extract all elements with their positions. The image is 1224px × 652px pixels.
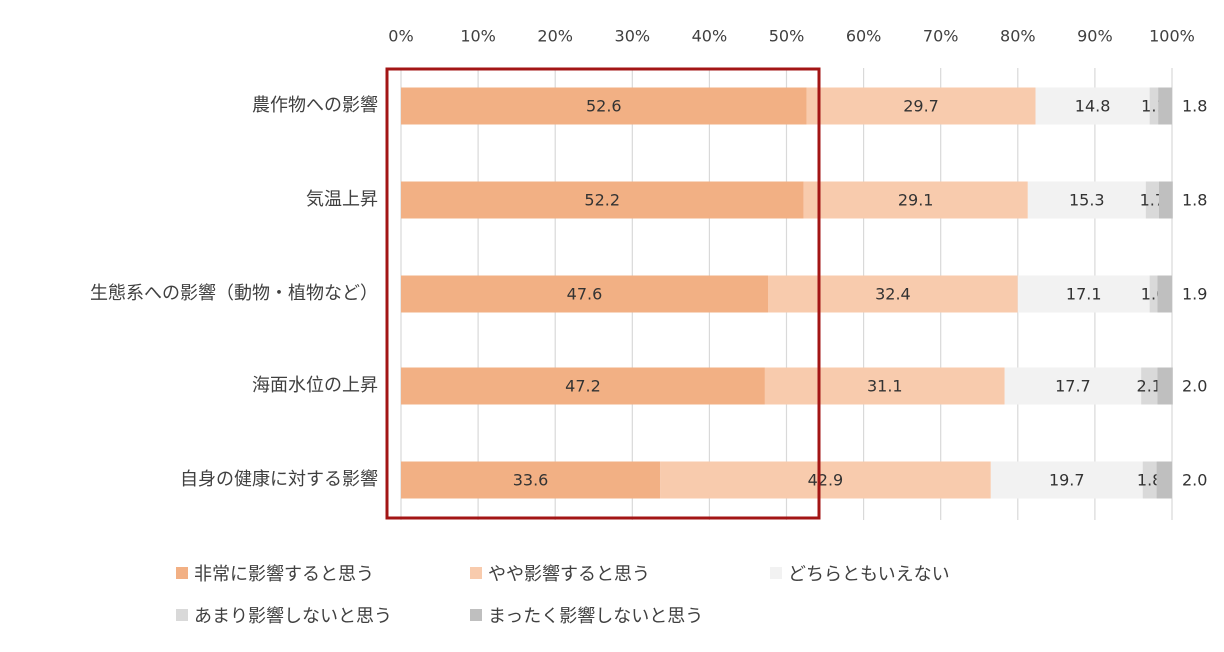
data-label: 1.8: [1137, 471, 1162, 490]
data-label: 1.8: [1182, 97, 1207, 116]
category-label: 自身の健康に対する影響: [180, 469, 378, 490]
data-label: 15.3: [1069, 191, 1105, 210]
legend-swatch: [470, 567, 482, 579]
x-tick-label: 20%: [537, 27, 573, 46]
legend-label: まったく影響しないと思う: [488, 606, 704, 627]
data-label: 17.7: [1055, 377, 1091, 396]
legend-item: やや影響すると思う: [470, 560, 650, 586]
bar-segment: [803, 181, 1028, 219]
bar-segment: [1149, 275, 1158, 313]
x-tick-label: 40%: [692, 27, 728, 46]
bar-segment: [1141, 367, 1158, 405]
legend-item: まったく影響しないと思う: [470, 602, 703, 628]
data-label: 52.6: [586, 97, 622, 116]
category-label: 農作物への影響: [252, 95, 378, 116]
legend-item: あまり影響しないと思う: [176, 602, 392, 628]
legend-label: やや影響すると思う: [488, 564, 650, 585]
legend-swatch: [176, 609, 188, 621]
bar-segment: [401, 275, 768, 313]
bar-segment: [1158, 181, 1173, 219]
data-label: 31.1: [867, 377, 903, 396]
bar-segment: [1027, 181, 1146, 219]
legend-label: どちらともいえない: [788, 564, 950, 585]
data-label: 42.9: [808, 471, 844, 490]
bar-segment: [1157, 275, 1172, 313]
x-tick-label: 100%: [1149, 27, 1195, 46]
bar-segment: [660, 461, 991, 499]
data-label: 14.8: [1075, 97, 1111, 116]
x-tick-label: 70%: [923, 27, 959, 46]
legend-item: どちらともいえない: [770, 560, 950, 586]
x-tick-label: 0%: [388, 27, 413, 46]
bar-segment: [767, 275, 1018, 313]
bar-segment: [1004, 367, 1142, 405]
x-tick-label: 30%: [615, 27, 651, 46]
data-label: 1.7: [1140, 191, 1165, 210]
legend-label: 非常に影響すると思う: [194, 564, 374, 585]
data-label: 2.1: [1137, 377, 1162, 396]
data-label: 19.7: [1049, 471, 1085, 490]
data-label: 29.7: [903, 97, 939, 116]
bar-segment: [1157, 367, 1173, 405]
bar-segment: [1145, 181, 1159, 219]
x-tick-label: 90%: [1077, 27, 1113, 46]
legend-swatch: [470, 609, 482, 621]
bar-segment: [1035, 87, 1150, 125]
data-label: 47.6: [567, 285, 603, 304]
bar-segment: [764, 367, 1005, 405]
category-label: 生態系への影響（動物・植物など）: [90, 283, 378, 304]
x-tick-label: 80%: [1000, 27, 1036, 46]
highlight-box: [385, 67, 821, 520]
x-tick-label: 60%: [846, 27, 882, 46]
bar-segment: [1017, 275, 1150, 313]
legend-item: 非常に影響すると思う: [176, 560, 374, 586]
data-label: 52.2: [584, 191, 620, 210]
bar-segment: [806, 87, 1036, 125]
data-label: 29.1: [898, 191, 934, 210]
category-label: 海面水位の上昇: [252, 375, 378, 396]
x-tick-label: 10%: [460, 27, 496, 46]
legend: 非常に影響すると思う やや影響すると思う どちらともいえないあまり影響しないと思う ま…: [176, 560, 1076, 640]
bar-segment: [1156, 461, 1172, 499]
bar-segment: [990, 461, 1143, 499]
data-label: 47.2: [565, 377, 601, 396]
bar-segment: [1149, 87, 1159, 125]
data-label: 33.6: [513, 471, 549, 490]
legend-swatch: [176, 567, 188, 579]
bar-segment: [401, 367, 765, 405]
x-tick-label: 50%: [769, 27, 805, 46]
bar-segment: [401, 181, 804, 219]
bar-segment: [401, 87, 807, 125]
data-label: 1.9: [1182, 285, 1207, 304]
bar-segment: [1142, 461, 1157, 499]
data-label: 2.0: [1182, 471, 1207, 490]
bar-segment: [1158, 87, 1172, 125]
legend-label: あまり影響しないと思う: [194, 606, 392, 627]
data-label: 1.8: [1182, 191, 1207, 210]
data-label: 2.0: [1182, 377, 1207, 396]
legend-swatch: [770, 567, 782, 579]
data-label: 32.4: [875, 285, 911, 304]
bar-segment: [401, 461, 661, 499]
data-label: 17.1: [1066, 285, 1102, 304]
category-label: 気温上昇: [306, 189, 378, 210]
